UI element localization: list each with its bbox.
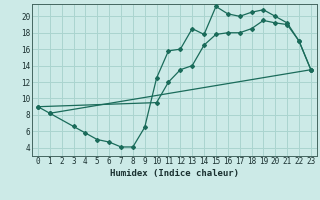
X-axis label: Humidex (Indice chaleur): Humidex (Indice chaleur) <box>110 169 239 178</box>
